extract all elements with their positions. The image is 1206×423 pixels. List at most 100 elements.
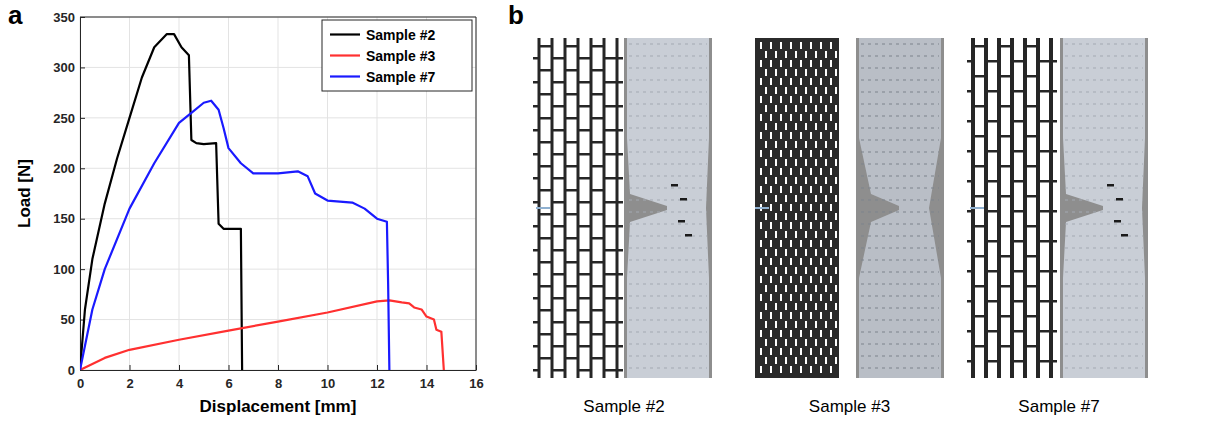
lattice-slit xyxy=(810,240,812,247)
grid xyxy=(80,17,476,370)
lattice-rung xyxy=(1025,45,1038,48)
lattice-rung xyxy=(578,321,591,324)
lattice-rung xyxy=(999,315,1012,318)
lattice-rung xyxy=(1052,180,1057,183)
lattice-slit xyxy=(830,132,832,139)
lattice-rung xyxy=(604,81,617,84)
lattice-slit xyxy=(795,177,797,184)
lattice-rung xyxy=(565,213,578,216)
lattice-slit xyxy=(775,357,777,364)
lattice-rung xyxy=(1052,360,1057,363)
lattice-slit xyxy=(825,357,827,364)
lattice-rung xyxy=(1038,330,1051,333)
lattice-slit xyxy=(770,330,772,337)
lattice-slit xyxy=(765,105,767,112)
lattice-slit xyxy=(770,186,772,193)
lattice-slit xyxy=(775,303,777,310)
lattice-rung xyxy=(1052,120,1057,123)
lattice-slit xyxy=(825,213,827,220)
specimen-texture xyxy=(1065,224,1143,225)
lattice-slit xyxy=(800,312,802,319)
lattice-slit xyxy=(780,222,782,229)
lattice-slit xyxy=(825,285,827,292)
specimen-texture xyxy=(629,272,707,273)
lattice-rung xyxy=(973,75,986,78)
lattice-slit xyxy=(785,159,787,166)
lattice-rung xyxy=(1025,135,1038,138)
lattice-slit xyxy=(775,285,777,292)
lattice-slit xyxy=(760,150,762,157)
tick-label: 350 xyxy=(53,10,75,25)
lattice-slit xyxy=(830,276,832,283)
lattice-slit xyxy=(800,132,802,139)
notch-marker xyxy=(536,207,550,209)
lattice-slit xyxy=(815,195,817,202)
tick-mark xyxy=(130,365,131,370)
lattice-slit xyxy=(825,87,827,94)
tick: 0 xyxy=(68,363,85,378)
specimen-texture xyxy=(629,176,707,177)
lattice-rung xyxy=(552,345,565,348)
lattice-slit xyxy=(810,186,812,193)
specimen-texture xyxy=(629,344,707,345)
lattice-slit xyxy=(835,267,837,274)
tick: 250 xyxy=(53,111,85,126)
lattice-rung xyxy=(552,81,565,84)
lattice-slit xyxy=(800,330,802,337)
lattice-body xyxy=(755,38,839,378)
specimen-texture xyxy=(861,320,939,321)
grid-line xyxy=(80,17,476,18)
lattice-slit xyxy=(780,132,782,139)
lattice-slit xyxy=(780,78,782,85)
lattice-slit xyxy=(775,159,777,166)
grid-line xyxy=(80,319,476,320)
lattice-slit xyxy=(795,51,797,58)
lattice-slit xyxy=(790,204,792,211)
lattice-rung xyxy=(533,105,538,108)
lattice-slit xyxy=(820,132,822,139)
lattice-slit xyxy=(830,366,832,373)
lattice-slit xyxy=(800,78,802,85)
lattice-slit xyxy=(830,258,832,265)
lattice-slit xyxy=(780,204,782,211)
lattice-slit xyxy=(770,132,772,139)
grid-line xyxy=(80,117,476,118)
lattice-slit xyxy=(785,267,787,274)
lattice-rung xyxy=(967,180,972,183)
caption: Sample #3 xyxy=(809,397,890,416)
tick-label: 300 xyxy=(53,60,75,75)
lattice-rung xyxy=(578,57,591,60)
lattice-slit xyxy=(820,276,822,283)
lattice-slit xyxy=(760,330,762,337)
tick: 100 xyxy=(53,262,85,277)
lattice-slit xyxy=(835,105,837,112)
lattice-rung xyxy=(967,300,972,303)
lattice-rung xyxy=(539,357,552,360)
tick-label: 0 xyxy=(77,376,84,391)
lattice-slit xyxy=(830,96,832,103)
lattice-slit xyxy=(765,177,767,184)
x-axis-title: Displacement [mm] xyxy=(200,397,357,416)
lattice-strut xyxy=(590,38,593,378)
lattice-slit xyxy=(795,105,797,112)
lattice-slit xyxy=(795,213,797,220)
lattice-rung xyxy=(565,117,578,120)
lattice-rung xyxy=(578,105,591,108)
lattice-slit xyxy=(810,312,812,319)
specimen-texture xyxy=(861,308,939,309)
lattice-slit xyxy=(835,321,837,328)
tick-label: 8 xyxy=(275,376,282,391)
lattice-slit xyxy=(805,357,807,364)
lattice-rung xyxy=(533,153,538,156)
specimen-texture xyxy=(1065,68,1143,69)
tick: 10 xyxy=(321,365,335,391)
lattice-slit xyxy=(795,87,797,94)
lattice-rung xyxy=(1038,150,1051,153)
lattice-rung xyxy=(552,249,565,252)
lattice-slit xyxy=(815,141,817,148)
lattice-slit xyxy=(795,321,797,328)
specimen-texture xyxy=(861,260,939,261)
specimen-photo xyxy=(856,38,944,378)
lattice-slit xyxy=(765,195,767,202)
lattice-rung xyxy=(618,297,623,300)
